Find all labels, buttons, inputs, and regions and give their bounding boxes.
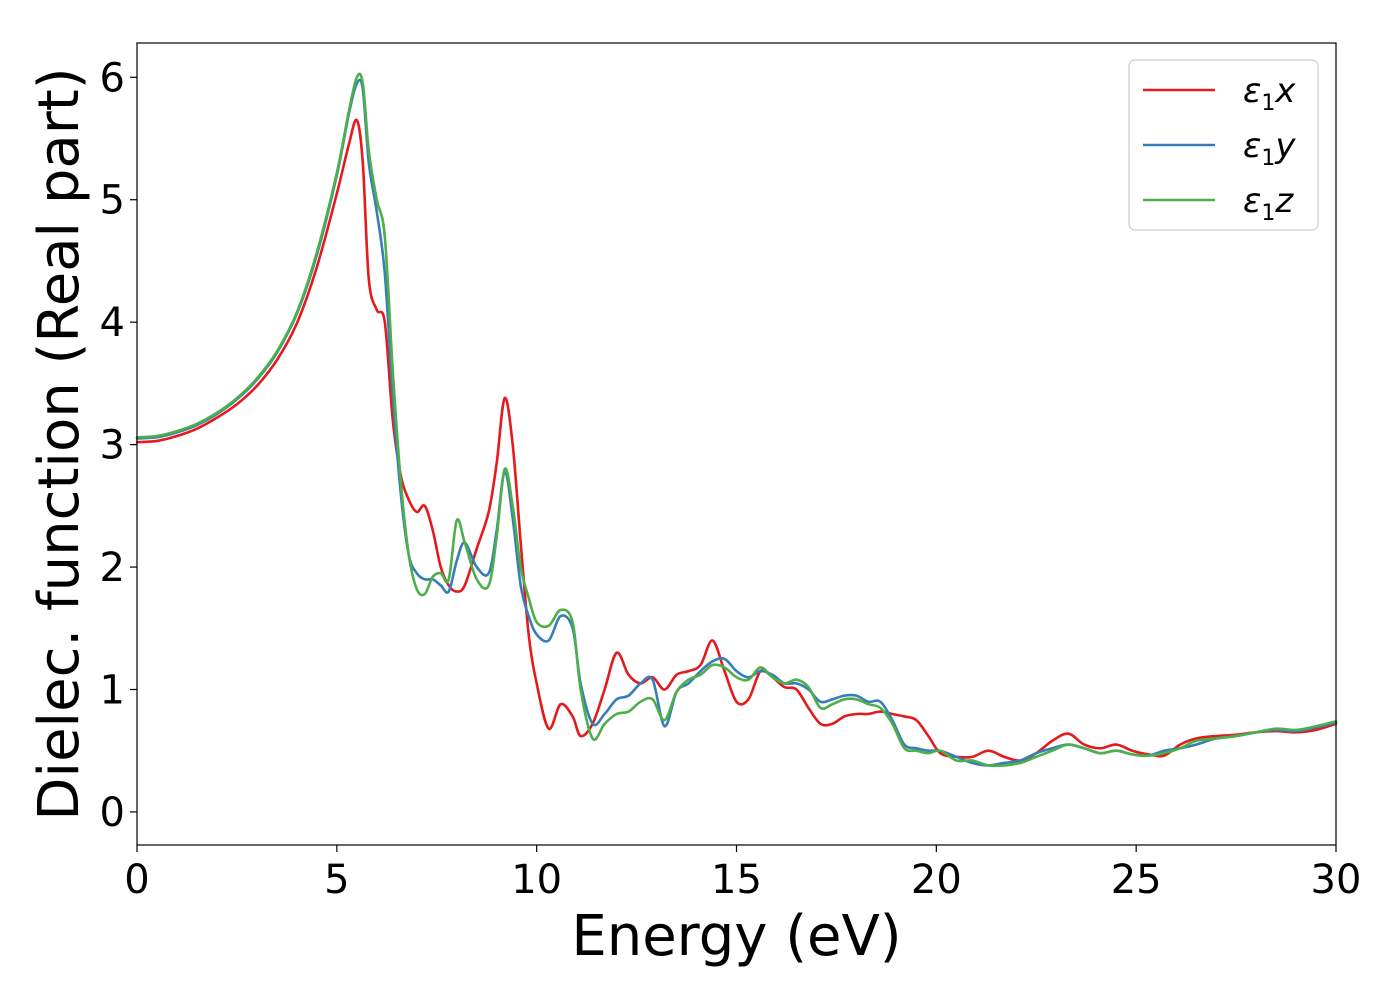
y-axis: 0 1 2 3 4 5 6 [100,55,137,836]
x-axis-title: Energy (eV) [571,904,901,969]
series-line-x [135,118,1338,762]
series-line-z [135,72,1338,768]
y-tick-label: 5 [100,178,125,224]
legend-label: ε1x [1243,71,1296,116]
x-tick-label: 30 [1311,857,1362,903]
x-tick-label: 0 [124,857,149,903]
legend-label-subscript: 1 [1261,201,1275,226]
legend-label-component: z [1274,181,1294,221]
legend-label-symbol: ε [1243,181,1261,221]
x-tick-label: 15 [711,857,762,903]
legend-label-symbol: ε [1243,126,1261,166]
x-tick-label: 10 [511,857,562,903]
y-axis-title: Dielec. function (Real part) [27,67,92,820]
legend-label: ε1y [1243,126,1296,171]
legend-label-subscript: 1 [1261,146,1275,171]
legend-frame [1128,59,1319,231]
legend-label-component: x [1274,71,1296,111]
legend-label: ε1z [1243,181,1294,226]
x-tick-label: 5 [324,857,349,903]
x-tick-label: 20 [911,857,962,903]
y-tick-label: 4 [100,300,125,346]
x-tick-label: 25 [1111,857,1162,903]
legend-label-symbol: ε [1243,71,1261,111]
y-tick-label: 0 [100,790,125,836]
series-layer [135,72,1338,768]
y-tick-label: 1 [100,667,125,713]
legend-label-component: y [1274,126,1296,166]
y-tick-label: 6 [100,55,125,101]
y-tick-label: 3 [100,423,125,469]
legend-label-subscript: 1 [1261,91,1275,116]
x-axis: 0 5 10 15 20 25 30 [124,845,1361,903]
y-tick-label: 2 [100,545,125,591]
